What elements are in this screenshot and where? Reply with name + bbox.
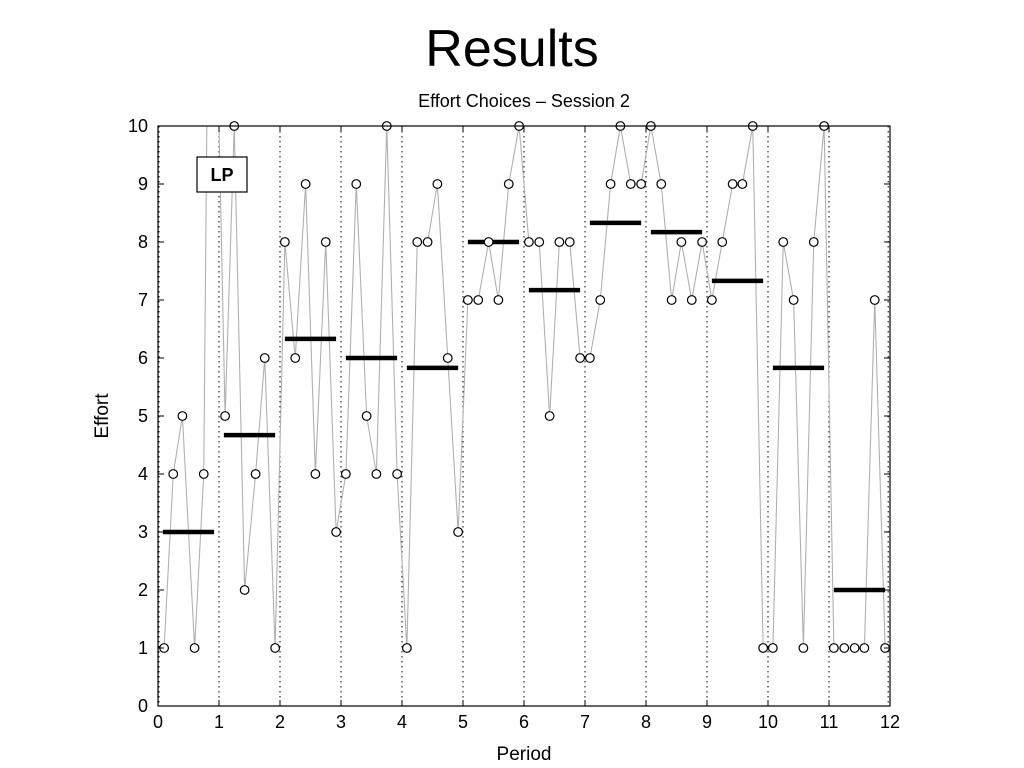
data-point-13 [279, 237, 290, 247]
data-point-37 [523, 237, 534, 247]
x-tick-label-5: 5 [458, 712, 468, 732]
x-tick-label-12: 12 [880, 712, 900, 732]
data-point-30 [453, 527, 464, 537]
data-point-21 [361, 411, 372, 421]
y-tick-label-4: 4 [138, 464, 148, 484]
data-point-29 [442, 353, 453, 363]
data-point-70 [859, 643, 870, 653]
data-point-58 [737, 179, 748, 189]
data-point-60 [758, 643, 769, 653]
x-tick-label-8: 8 [641, 712, 651, 732]
data-point-27 [422, 237, 433, 247]
x-tick-label-1: 1 [214, 712, 224, 732]
data-point-57 [727, 179, 738, 189]
data-point-12 [270, 643, 281, 653]
data-point-24 [392, 469, 403, 479]
data-point-31 [462, 295, 473, 305]
data-point-61 [767, 643, 778, 653]
data-point-18 [331, 527, 342, 537]
data-point-55 [706, 295, 717, 305]
data-series-line [163, 125, 886, 649]
data-point-16 [310, 469, 321, 479]
x-tick-label-3: 3 [336, 712, 346, 732]
data-point-47 [625, 179, 636, 189]
x-tick-label-2: 2 [275, 712, 285, 732]
data-point-25 [401, 643, 412, 653]
data-point-40 [554, 237, 565, 247]
x-tick-label-0: 0 [153, 712, 163, 732]
y-tick-label-10: 10 [128, 116, 148, 136]
y-tick-label-0: 0 [138, 696, 148, 716]
x-tick-label-6: 6 [519, 712, 529, 732]
data-point-65 [808, 237, 819, 247]
data-point-54 [697, 237, 708, 247]
data-point-71 [869, 295, 880, 305]
data-point-63 [788, 295, 799, 305]
x-tick-label-7: 7 [580, 712, 590, 732]
data-point-20 [351, 179, 362, 189]
data-point-53 [686, 295, 697, 305]
data-point-4 [198, 469, 209, 479]
y-tick-label-7: 7 [138, 290, 148, 310]
data-point-17 [320, 237, 331, 247]
y-tick-label-5: 5 [138, 406, 148, 426]
data-point-32 [473, 295, 484, 305]
data-point-35 [503, 179, 514, 189]
data-point-22 [371, 469, 382, 479]
y-tick-label-3: 3 [138, 522, 148, 542]
slide-title: Results [425, 20, 599, 78]
data-point-38 [534, 237, 545, 247]
data-point-44 [595, 295, 606, 305]
x-tick-label-10: 10 [758, 712, 778, 732]
data-point-64 [798, 643, 809, 653]
y-tick-label-1: 1 [138, 638, 148, 658]
data-point-39 [544, 411, 555, 421]
data-point-26 [412, 237, 423, 247]
data-point-48 [636, 179, 647, 189]
data-point-1 [168, 469, 179, 479]
data-point-62 [778, 237, 789, 247]
data-point-52 [676, 237, 687, 247]
data-point-50 [656, 179, 667, 189]
data-point-67 [828, 643, 839, 653]
data-point-14 [290, 353, 301, 363]
data-point-45 [605, 179, 616, 189]
data-point-3 [189, 643, 200, 653]
data-point-43 [584, 353, 595, 363]
x-tick-label-11: 11 [820, 712, 839, 732]
lp-annotation-label: LP [210, 165, 233, 185]
data-point-56 [717, 237, 728, 247]
x-tick-label-4: 4 [397, 712, 407, 732]
data-point-51 [666, 295, 677, 305]
x-tick-label-9: 9 [702, 712, 712, 732]
y-axis-label: Effort [92, 393, 113, 439]
lp-annotation-box [196, 156, 248, 193]
data-point-42 [575, 353, 586, 363]
data-markers [159, 121, 891, 653]
data-point-2 [177, 411, 188, 421]
data-point-10 [250, 469, 261, 479]
data-point-28 [432, 179, 443, 189]
data-point-11 [259, 353, 270, 363]
data-point-15 [300, 179, 311, 189]
data-point-34 [493, 295, 504, 305]
chart-title: Effort Choices – Session 2 [418, 91, 630, 111]
y-tick-label-8: 8 [138, 232, 148, 252]
data-point-69 [849, 643, 860, 653]
data-point-9 [239, 585, 250, 595]
data-point-19 [340, 469, 351, 479]
y-tick-label-2: 2 [138, 580, 148, 600]
x-axis-label: Period [497, 744, 552, 765]
y-tick-label-9: 9 [138, 174, 148, 194]
series-path [163, 125, 886, 649]
y-tick-label-6: 6 [138, 348, 148, 368]
data-point-33 [483, 237, 494, 247]
data-point-68 [839, 643, 850, 653]
data-point-7 [220, 411, 231, 421]
data-point-41 [564, 237, 575, 247]
